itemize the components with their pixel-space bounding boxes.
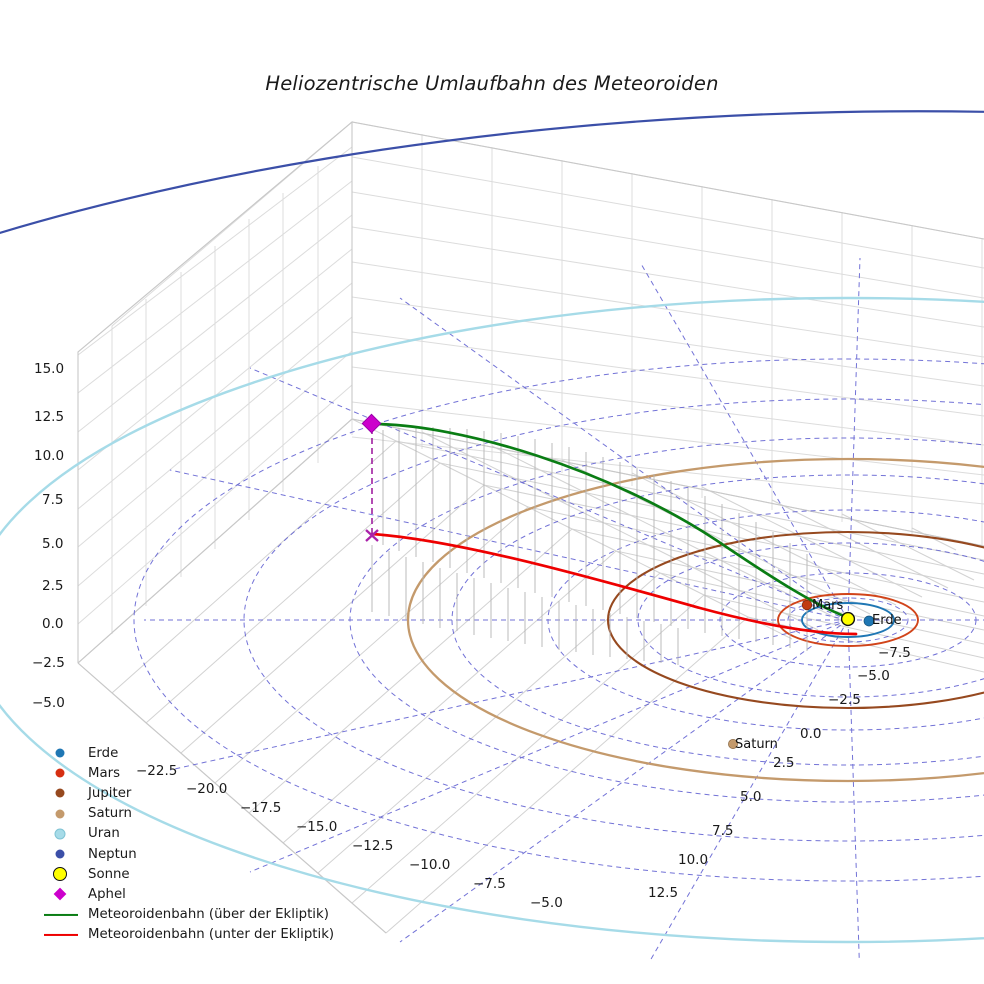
legend-marker-erde-icon <box>42 743 88 763</box>
x-tick-4: −12.5 <box>352 838 394 854</box>
legend-marker-sonne-icon <box>42 864 88 884</box>
y-tick-7: 10.0 <box>678 852 709 868</box>
sonne-marker <box>840 611 856 627</box>
z-tick-0: 15.0 <box>34 361 65 377</box>
y-tick-3: 0.0 <box>800 726 822 742</box>
legend-item-saturn[interactable]: Saturn <box>42 804 342 824</box>
legend-marker-meteoroid-above-icon <box>42 905 88 925</box>
legend-marker-saturn-icon <box>42 804 88 824</box>
legend-label-uran: Uran <box>88 826 120 842</box>
legend-label-mars: Mars <box>88 765 121 781</box>
z-tick-7: −2.5 <box>32 655 65 671</box>
aphel-x-marker <box>365 529 379 542</box>
x-tick-6: −7.5 <box>473 876 506 892</box>
legend-label-aphel: Aphel <box>88 886 126 902</box>
y-tick-5: 5.0 <box>740 789 762 805</box>
legend-label-neptun: Neptun <box>88 846 137 862</box>
x-tick-1: −20.0 <box>186 781 228 797</box>
y-tick-1: −5.0 <box>857 668 890 684</box>
legend-marker-jupiter-icon <box>42 783 88 803</box>
y-tick-8: 12.5 <box>648 885 679 901</box>
y-tick-2: −2.5 <box>828 692 861 708</box>
ecliptic-polar-grid <box>133 257 984 960</box>
z-tick-2: 10.0 <box>34 448 65 464</box>
legend-item-meteoroid-below[interactable]: Meteoroidenbahn (unter der Ekliptik) <box>42 925 342 945</box>
legend-item-aphel[interactable]: Aphel <box>42 884 342 904</box>
legend-label-meteoroid-above: Meteoroidenbahn (über der Ekliptik) <box>88 907 329 923</box>
legend-item-jupiter[interactable]: Jupiter <box>42 783 342 803</box>
legend-item-uran[interactable]: Uran <box>42 824 342 844</box>
x-tick-2: −17.5 <box>240 800 282 816</box>
label-mars: Mars <box>812 598 844 613</box>
orbit-mars <box>777 593 919 647</box>
pane-left-grid <box>77 120 353 664</box>
aphel-diamond-marker <box>361 413 382 434</box>
meteoroid-path-below-ecliptic <box>370 532 858 636</box>
meteoroid-path-above-ecliptic <box>370 422 854 621</box>
z-tick-3: 7.5 <box>42 492 64 508</box>
erde-marker <box>863 615 875 627</box>
legend-item-mars[interactable]: Mars <box>42 763 342 783</box>
legend-marker-uran-icon <box>42 824 88 844</box>
y-tick-4: 2.5 <box>773 755 795 771</box>
page-title: Heliozentrische Umlaufbahn des Meteoroid… <box>265 72 719 95</box>
body-markers <box>728 599 875 749</box>
legend-label-erde: Erde <box>88 745 119 761</box>
orbit-erde <box>801 602 895 638</box>
orbit-jupiter <box>607 530 984 710</box>
z-tick-6: 0.0 <box>42 616 64 632</box>
legend-label-saturn: Saturn <box>88 806 132 822</box>
z-tick-4: 5.0 <box>42 536 64 552</box>
x-tick-5: −10.0 <box>409 857 451 873</box>
y-tick-6: 7.5 <box>712 823 734 839</box>
meteoroid-orbit <box>370 422 858 636</box>
z-tick-8: −5.0 <box>32 695 65 711</box>
legend-label-sonne: Sonne <box>88 866 130 882</box>
legend-marker-neptun-icon <box>42 844 88 864</box>
orbit-saturn <box>406 457 984 783</box>
mars-marker <box>801 599 813 611</box>
x-tick-0: −22.5 <box>136 763 178 779</box>
orbit-neptun <box>0 110 984 960</box>
z-tick-1: 12.5 <box>34 409 65 425</box>
legend-marker-aphel-icon <box>42 884 88 904</box>
orbit-uran <box>0 296 984 944</box>
legend-marker-meteoroid-below-icon <box>42 925 88 945</box>
legend-item-sonne[interactable]: Sonne <box>42 864 342 884</box>
legend-marker-mars-icon <box>42 763 88 783</box>
x-tick-3: −15.0 <box>296 819 338 835</box>
label-erde: Erde <box>872 613 902 628</box>
legend: Erde Mars Jupiter Saturn Uran <box>42 743 342 945</box>
axes-box-edges <box>77 121 984 934</box>
label-saturn: Saturn <box>735 737 778 752</box>
aphelion-group <box>361 413 382 542</box>
legend-item-erde[interactable]: Erde <box>42 743 342 763</box>
orbit-drop-lines <box>371 427 808 665</box>
legend-label-meteoroid-below: Meteoroidenbahn (unter der Ekliptik) <box>88 927 335 943</box>
z-tick-5: 2.5 <box>42 578 64 594</box>
planet-orbits <box>0 110 984 960</box>
legend-item-meteoroid-above[interactable]: Meteoroidenbahn (über der Ekliptik) <box>42 905 342 925</box>
legend-item-neptun[interactable]: Neptun <box>42 844 342 864</box>
x-tick-7: −5.0 <box>530 895 563 911</box>
legend-label-jupiter: Jupiter <box>88 785 132 801</box>
y-tick-0: −7.5 <box>878 645 911 661</box>
saturn-marker <box>728 739 738 749</box>
